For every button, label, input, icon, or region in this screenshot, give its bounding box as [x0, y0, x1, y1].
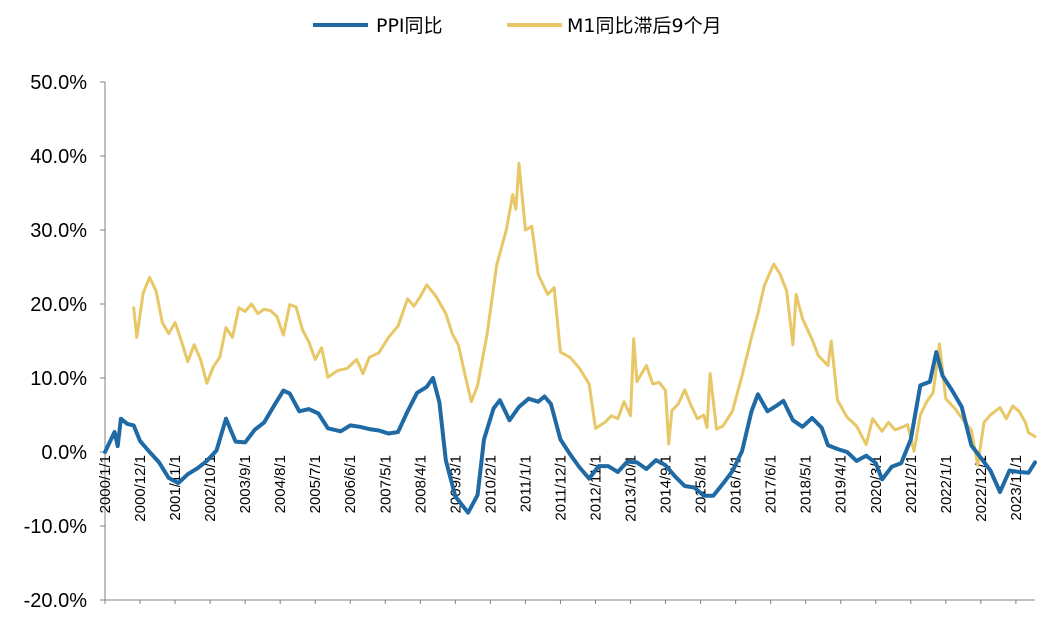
x-tick-label: 2012/11/1 [587, 455, 604, 521]
legend: PPI同比 M1同比滞后9个月 [313, 15, 722, 37]
y-tick-label: 20.0% [30, 294, 87, 316]
x-tick-label: 2018/5/1 [798, 455, 815, 513]
legend-label: M1同比滞后9个月 [567, 15, 722, 37]
x-tick-label: 2020/3/1 [868, 455, 885, 513]
legend-label: PPI同比 [376, 15, 443, 37]
x-axis: 2000/1/1 2000/12/1 2001/11/1 2002/10/1 2003/… [97, 455, 1035, 604]
x-tick-label: 2001/11/1 [167, 455, 184, 521]
x-tick-label: 2009/3/1 [447, 455, 464, 513]
x-tick-label: 2006/6/1 [342, 455, 359, 513]
x-tick-label: 2010/2/1 [482, 455, 499, 513]
series-line-ppi [103, 350, 1037, 515]
x-tick-label: 2015/8/1 [693, 455, 710, 513]
x-tick-label: 2011/1/1 [517, 455, 534, 512]
x-tick-label: 2022/1/1 [938, 455, 955, 513]
x-tick-label: 2002/10/1 [202, 455, 219, 522]
plot-area [103, 161, 1037, 515]
x-tick-label: 2019/4/1 [833, 455, 850, 513]
x-tick-label: 2007/5/1 [377, 455, 394, 513]
y-tick-label: 50.0% [30, 72, 87, 94]
y-tick-label: 0.0% [41, 442, 87, 464]
x-tick-label: 2023/11/1 [1008, 455, 1025, 521]
x-tick-label: 2008/4/1 [412, 455, 429, 513]
x-tick-label: 2004/8/1 [272, 455, 289, 513]
series-line-m1 [132, 161, 1037, 467]
x-tick-label: 2017/6/1 [763, 455, 780, 513]
x-tick-label: 2003/9/1 [237, 455, 254, 513]
y-tick-label: -10.0% [24, 516, 88, 538]
x-tick-label: 2013/10/1 [623, 455, 640, 522]
x-tick-label: 2022/12/1 [973, 455, 990, 522]
x-tick-label: 2021/2/1 [903, 455, 920, 513]
y-tick-label: 40.0% [30, 146, 87, 168]
y-tick-label: 10.0% [30, 368, 87, 390]
y-axis: 50.0% 40.0% 30.0% 20.0% 10.0% 0.0% -10.0% -20.0… [24, 72, 106, 612]
x-tick-label: 2000/1/1 [97, 455, 114, 513]
y-tick-label: 30.0% [30, 220, 87, 242]
x-tick-label: 2011/12/1 [552, 455, 569, 521]
x-tick-label: 2005/7/1 [307, 455, 324, 513]
y-tick-label: -20.0% [24, 590, 88, 612]
x-tick-label: 2000/12/1 [132, 455, 149, 522]
